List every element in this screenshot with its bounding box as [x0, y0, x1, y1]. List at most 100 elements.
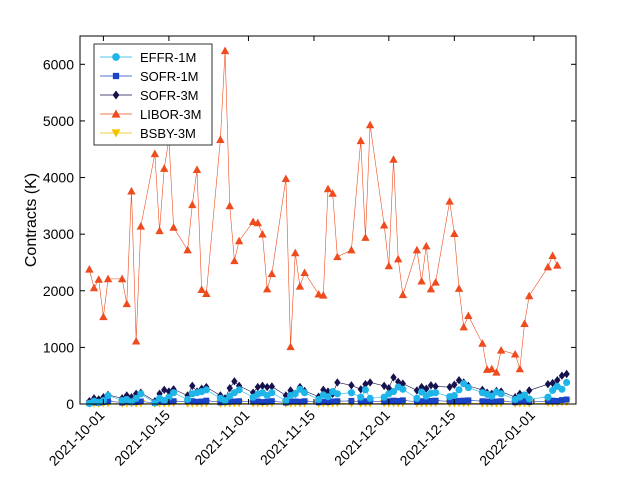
data-point-sofr-3m — [264, 382, 271, 392]
data-point-libor-3m — [267, 269, 277, 278]
legend-marker-effr-1m — [112, 53, 120, 61]
data-point-sofr-3m — [165, 387, 173, 396]
data-point-effr-1m — [413, 394, 421, 402]
data-point-effr-1m — [235, 386, 243, 394]
data-point-sofr-1m — [259, 399, 266, 405]
data-point-libor-3m — [426, 284, 436, 293]
data-point-libor-3m — [89, 283, 99, 292]
data-point-libor-3m — [286, 342, 295, 351]
y-tick-label: 2000 — [43, 283, 74, 299]
data-point-libor-3m — [356, 136, 365, 145]
data-point-sofr-1m — [423, 398, 430, 405]
data-point-sofr-1m — [559, 397, 565, 403]
data-point-effr-1m — [389, 387, 398, 396]
data-point-effr-1m — [357, 393, 365, 401]
data-point-libor-3m — [515, 364, 525, 373]
data-point-libor-3m — [225, 201, 234, 210]
data-point-sofr-1m — [428, 397, 434, 404]
data-point-effr-1m — [132, 394, 140, 402]
data-point-sofr-1m — [432, 397, 439, 404]
data-point-sofr-1m — [217, 399, 224, 406]
data-point-sofr-3m — [161, 385, 168, 395]
data-point-effr-1m — [347, 389, 355, 397]
legend-entry-sofr-3m: SOFR-3M — [100, 88, 199, 103]
data-point-effr-1m — [291, 390, 299, 398]
data-point-sofr-3m — [446, 382, 453, 392]
data-point-libor-3m — [85, 265, 94, 273]
x-tick-label: 2021-10-01 — [46, 407, 108, 469]
data-point-sofr-1m — [348, 397, 355, 404]
data-point-libor-3m — [160, 164, 169, 172]
data-point-sofr-3m — [399, 379, 407, 388]
data-point-sofr-3m — [381, 381, 388, 391]
data-point-libor-3m — [99, 312, 108, 321]
data-point-libor-3m — [361, 233, 370, 241]
data-point-effr-1m — [301, 389, 309, 397]
data-point-libor-3m — [319, 291, 328, 299]
x-tick-label: 2021-11-15 — [257, 407, 318, 468]
data-point-effr-1m — [361, 386, 370, 394]
data-point-effr-1m — [315, 395, 323, 404]
data-point-libor-3m — [454, 284, 464, 292]
y-tick-label: 1000 — [43, 339, 74, 355]
data-point-libor-3m — [262, 284, 272, 293]
data-point-libor-3m — [520, 319, 529, 327]
data-point-effr-1m — [202, 386, 210, 394]
x-tick-label: 2022-01-01 — [476, 407, 538, 469]
data-point-sofr-1m — [264, 398, 271, 405]
data-point-sofr-1m — [133, 399, 140, 405]
data-point-libor-3m — [230, 256, 239, 265]
series-effr-1m — [85, 378, 571, 408]
data-point-sofr-3m — [362, 379, 369, 389]
data-point-libor-3m — [197, 285, 206, 293]
data-point-libor-3m — [459, 322, 468, 331]
data-point-sofr-1m — [446, 398, 453, 405]
data-point-sofr-3m — [334, 378, 341, 387]
data-point-effr-1m — [432, 389, 440, 397]
data-point-sofr-1m — [460, 397, 467, 404]
data-point-sofr-1m — [493, 398, 500, 405]
data-point-libor-3m — [389, 155, 398, 163]
data-point-sofr-3m — [254, 382, 261, 392]
data-point-sofr-3m — [348, 381, 355, 390]
data-point-libor-3m — [365, 120, 375, 129]
series-libor-3m — [85, 46, 562, 376]
data-point-effr-1m — [324, 393, 332, 401]
data-point-effr-1m — [563, 378, 571, 387]
data-point-sofr-1m — [544, 398, 551, 405]
data-point-sofr-1m — [563, 396, 570, 403]
data-point-effr-1m — [460, 380, 468, 388]
data-point-libor-3m — [412, 245, 422, 254]
legend-label: SOFR-1M — [140, 69, 199, 84]
data-point-libor-3m — [248, 217, 258, 226]
data-point-libor-3m — [117, 274, 127, 283]
data-point-libor-3m — [295, 282, 305, 290]
data-point-libor-3m — [393, 254, 403, 263]
data-point-effr-1m — [170, 389, 178, 397]
data-point-sofr-1m — [334, 398, 341, 405]
data-point-libor-3m — [220, 46, 230, 55]
data-point-sofr-3m — [563, 369, 570, 379]
data-point-sofr-1m — [554, 397, 561, 404]
data-point-sofr-3m — [455, 376, 463, 385]
data-point-sofr-1m — [484, 398, 491, 405]
data-point-libor-3m — [333, 252, 342, 261]
data-point-libor-3m — [291, 248, 300, 257]
data-point-sofr-1m — [516, 398, 523, 405]
data-point-sofr-3m — [226, 383, 233, 393]
data-point-sofr-3m — [418, 382, 425, 392]
data-point-libor-3m — [510, 349, 520, 358]
data-point-sofr-1m — [390, 397, 397, 404]
y-axis-label: Contracts (K) — [23, 173, 40, 267]
data-point-libor-3m — [258, 229, 267, 238]
data-point-sofr-1m — [395, 397, 402, 404]
data-point-sofr-3m — [544, 379, 552, 389]
data-point-sofr-1m — [287, 398, 294, 405]
data-point-sofr-1m — [549, 397, 556, 404]
data-point-effr-1m — [418, 388, 426, 396]
data-point-effr-1m — [333, 390, 341, 398]
data-point-effr-1m — [268, 389, 276, 397]
data-point-sofr-1m — [236, 398, 243, 405]
data-point-libor-3m — [398, 290, 408, 299]
data-point-libor-3m — [122, 299, 131, 308]
